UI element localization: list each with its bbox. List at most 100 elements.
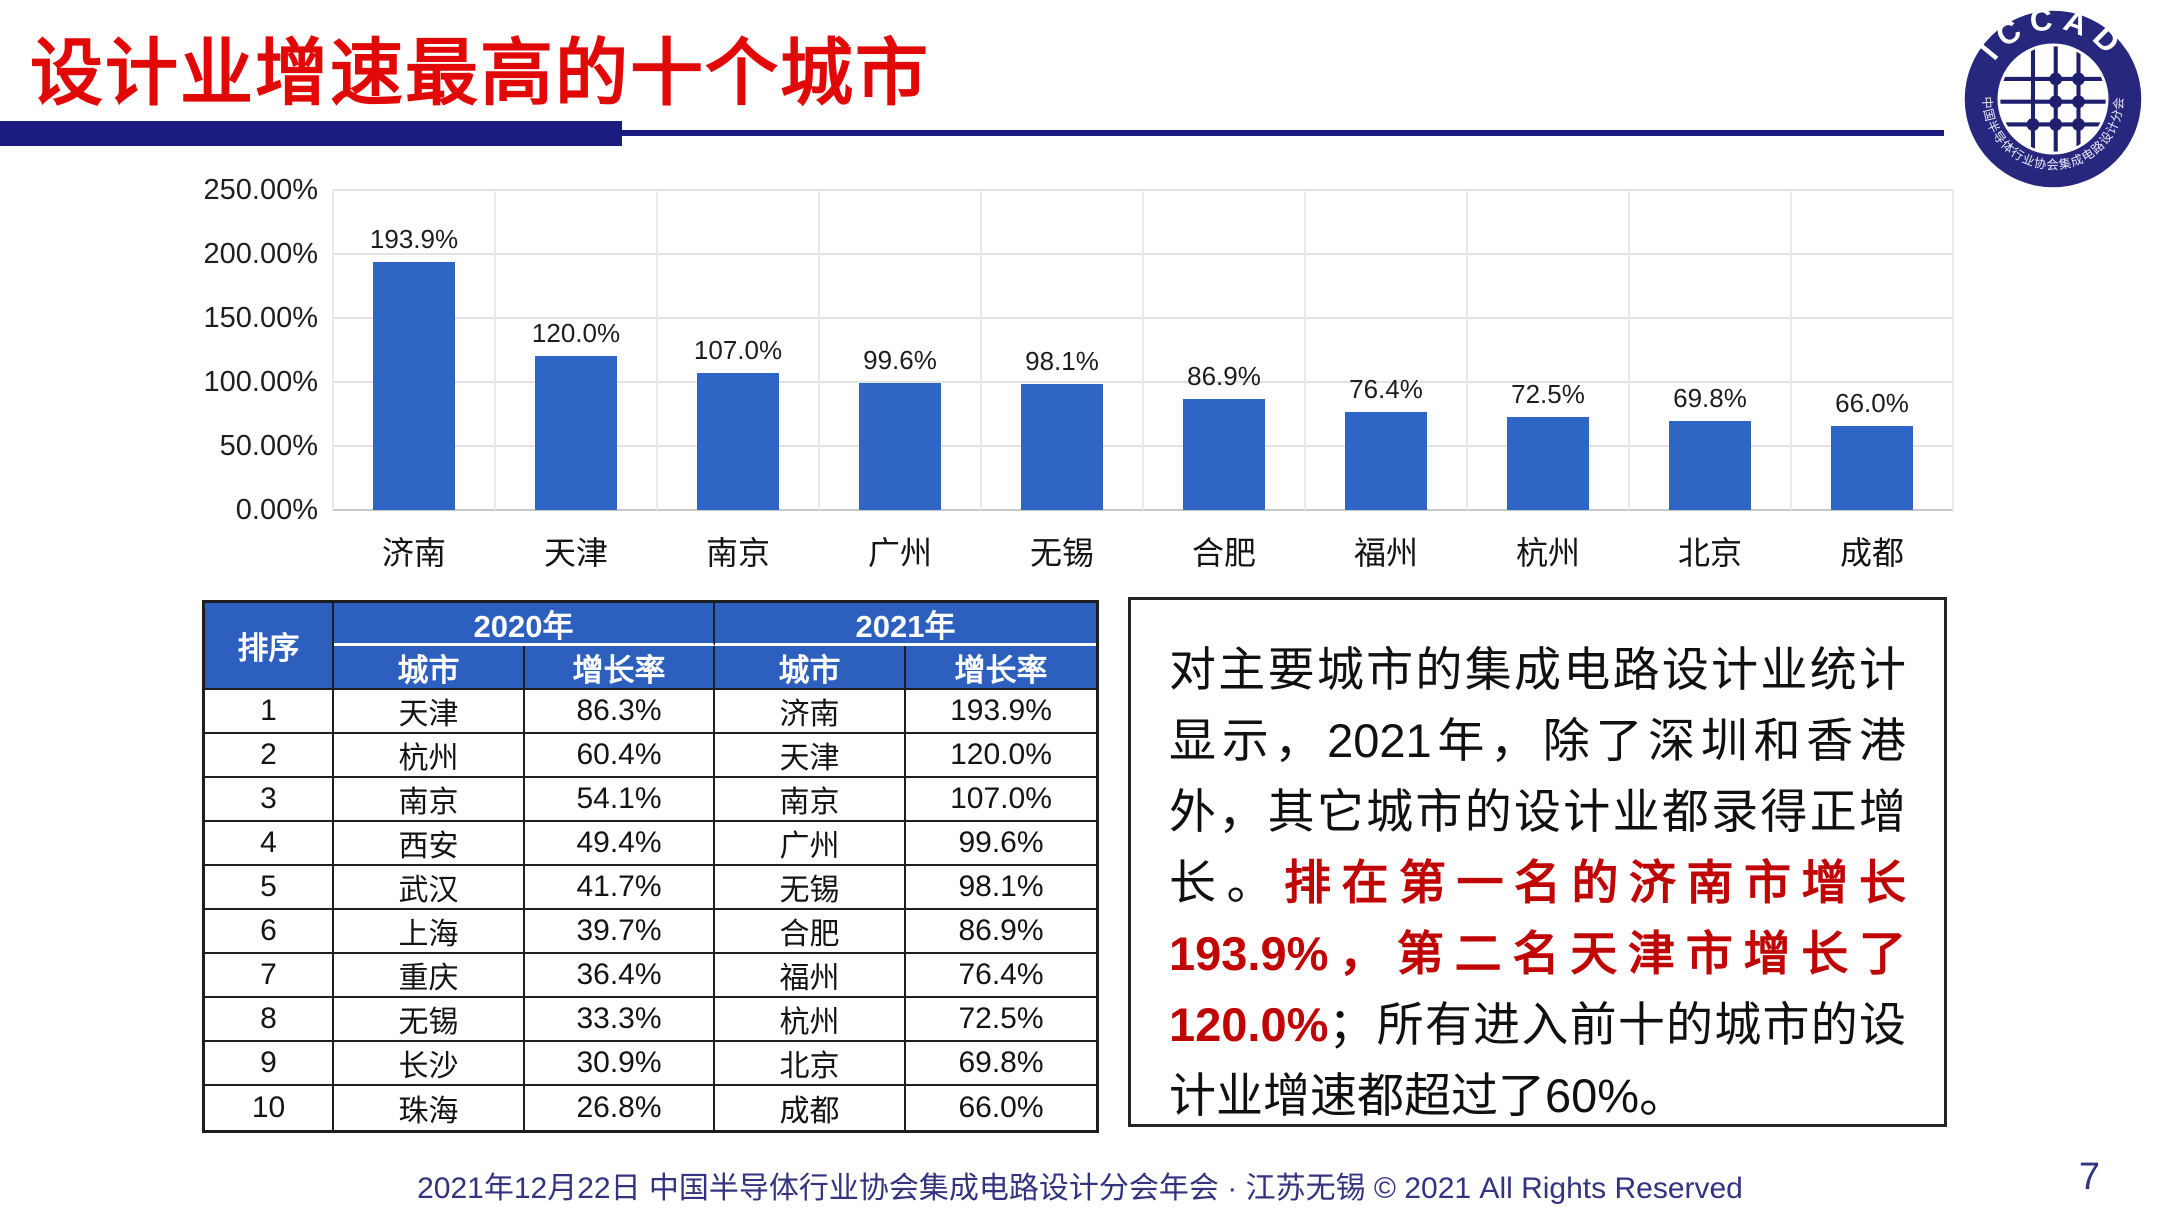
chart-bar-value-label: 86.9%: [1187, 360, 1261, 391]
chart-bar-value-label: 99.6%: [863, 344, 937, 375]
table-cell: 86.3%: [525, 690, 715, 734]
table-cell: 6: [205, 910, 334, 954]
chart-gridline-v: [1466, 190, 1468, 510]
chart-gridline-v: [818, 190, 820, 510]
chart-bar: [373, 261, 455, 510]
table-cell: 合肥: [715, 910, 906, 954]
table-cell: 4: [205, 822, 334, 866]
chart-gridline-v: [1790, 190, 1792, 510]
table-cell: 成都: [715, 1086, 906, 1130]
chart-bar: [859, 382, 941, 510]
table-cell: 杭州: [715, 998, 906, 1042]
table-cell: 上海: [334, 910, 525, 954]
chart-gridline-v: [1142, 190, 1144, 510]
table-cell: 49.4%: [525, 822, 715, 866]
table-cell: 2: [205, 734, 334, 778]
table-subheader-city: 城市: [334, 646, 525, 690]
title-divider-thin: [622, 130, 1944, 136]
table-cell: 66.0%: [906, 1086, 1096, 1130]
chart-x-category-label: 济南: [381, 535, 446, 571]
commentary-box: 对主要城市的集成电路设计业统计显示，2021年，除了深圳和香港外，其它城市的设计…: [1128, 597, 1947, 1127]
chart-x-category-label: 无锡: [1029, 535, 1094, 571]
note-text-highlight: 排在第一名的济南市增长193.9%，第二名天津市增长了120.0%: [1169, 856, 1906, 1051]
chart-x-category-label: 成都: [1839, 535, 1904, 571]
table-cell: 193.9%: [906, 690, 1096, 734]
table-cell: 广州: [715, 822, 906, 866]
chart-bar: [1021, 384, 1103, 510]
table-cell: 3: [205, 778, 334, 822]
chart-gridline-v: [980, 190, 982, 510]
chart-plot-area: 193.9% 120.0% 107.0% 99.6% 98.1% 86.9% 76.4% 72…: [332, 189, 1954, 511]
table-cell: 济南: [715, 690, 906, 734]
chart-bar-value-label: 98.1%: [1025, 346, 1099, 377]
footer-text: 2021年12月22日 中国半导体行业协会集成电路设计分会年会 · 江苏无锡 ©…: [417, 1172, 1743, 1205]
table-cell: 5: [205, 866, 334, 910]
chart-gridline-v: [1304, 190, 1306, 510]
chart-y-tick-label: 150.00%: [203, 302, 319, 334]
table-cell: 7: [205, 954, 334, 998]
table-cell: 北京: [715, 1042, 906, 1086]
table-cell: 36.4%: [525, 954, 715, 998]
chart-x-category-label: 南京: [705, 535, 770, 571]
table-cell: 76.4%: [906, 954, 1096, 998]
chart-y-tick-label: 0.00%: [235, 494, 318, 526]
chart-bar: [1831, 425, 1913, 510]
ranking-table: 排序 2020年 2021年 城市 增长率 城市 增长率 1 天津 86.3% 济南 193.9% 2 杭…: [202, 600, 1099, 1133]
chart-bar: [1345, 412, 1427, 510]
table-cell: 无锡: [334, 998, 525, 1042]
table-header-year-2021: 2021年: [715, 603, 1096, 646]
table-cell: 福州: [715, 954, 906, 998]
table-cell: 30.9%: [525, 1042, 715, 1086]
chart-bar-value-label: 76.4%: [1349, 374, 1423, 405]
page-number: 7: [2078, 1156, 2100, 1198]
chart-bar: [1183, 398, 1265, 510]
table-cell: 无锡: [715, 866, 906, 910]
chart-gridline-h: [333, 509, 1953, 511]
table-cell: 98.1%: [906, 866, 1096, 910]
table-cell: 西安: [334, 822, 525, 866]
chart-x-category-label: 合肥: [1191, 535, 1256, 571]
table-cell: 8: [205, 998, 334, 1042]
chart-bar-value-label: 107.0%: [693, 335, 783, 366]
table-header-rank: 排序: [205, 603, 334, 690]
table-subheader-rate: 增长率: [525, 646, 715, 690]
table-cell: 60.4%: [525, 734, 715, 778]
chart-gridline-v: [332, 190, 334, 510]
table-cell: 26.8%: [525, 1086, 715, 1130]
table-cell: 南京: [334, 778, 525, 822]
table-cell: 107.0%: [906, 778, 1096, 822]
chart-bar: [1507, 417, 1589, 510]
table-header-year-2020: 2020年: [334, 603, 715, 646]
chart-gridline-v: [656, 190, 658, 510]
table-cell: 72.5%: [906, 998, 1096, 1042]
table-subheader-rate: 增长率: [906, 646, 1096, 690]
table-cell: 天津: [715, 734, 906, 778]
table-cell: 54.1%: [525, 778, 715, 822]
table-cell: 武汉: [334, 866, 525, 910]
chart-bar-value-label: 69.8%: [1673, 382, 1747, 413]
table-subheader-city: 城市: [715, 646, 906, 690]
chart-x-category-label: 杭州: [1515, 535, 1580, 571]
table-cell: 39.7%: [525, 910, 715, 954]
table-cell: 120.0%: [906, 734, 1096, 778]
chart-y-tick-label: 250.00%: [203, 174, 319, 206]
table-cell: 9: [205, 1042, 334, 1086]
note-text-closing: ；所有进入前十的城市的设计业增速都超过了60%。: [1169, 998, 1906, 1122]
chart-gridline-v: [494, 190, 496, 510]
table-cell: 南京: [715, 778, 906, 822]
table-cell: 珠海: [334, 1086, 525, 1130]
chart-bar-value-label: 193.9%: [369, 223, 459, 254]
chart-y-tick-label: 100.00%: [203, 366, 319, 398]
chart-x-category-label: 福州: [1353, 535, 1418, 571]
chart-gridline-v: [1952, 190, 1954, 510]
table-cell: 69.8%: [906, 1042, 1096, 1086]
iccad-logo: ICCAD 中国半导体行业协会集成电路设计分会: [1964, 8, 2142, 188]
chart-bar: [535, 356, 617, 510]
chart-bar-value-label: 66.0%: [1835, 387, 1909, 418]
chart-x-category-label: 广州: [867, 535, 932, 571]
note-text-opening: 对主要城市的集成电路设计业统计显示，2021年，除了深圳和香港外，其它城市的设计…: [1169, 643, 1906, 909]
chart-x-category-label: 天津: [543, 535, 608, 571]
chart-gridline-v: [1628, 190, 1630, 510]
chart-y-tick-label: 200.00%: [203, 238, 319, 270]
